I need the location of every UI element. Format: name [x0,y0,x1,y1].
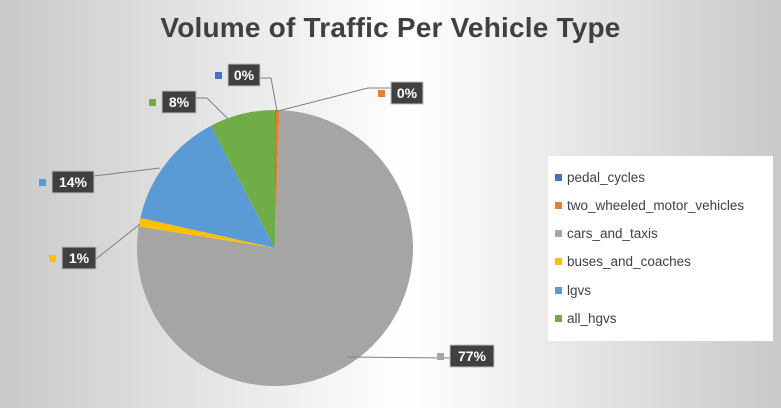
pie-slice-all-hgvs [210,110,275,248]
legend-item-lgvs: lgvs [555,280,591,300]
data-label-swatch-lgvs [39,179,46,186]
chart-title: Volume of Traffic Per Vehicle Type [160,12,621,43]
legend-swatch [555,314,562,322]
legend-item-pedal-cycles: pedal_cycles [555,167,645,187]
data-label-buses-and-coaches: 1% [69,250,90,266]
leader-line-pedal-cycles [260,77,278,112]
data-label-swatch-all-hgvs [149,99,156,106]
legend-swatch [555,229,562,237]
pie-slice-cars-and-taxis [137,110,414,387]
legend-swatch [555,173,562,181]
data-label-all-hgvs: 8% [169,94,190,110]
data-label-swatch-pedal-cycles [215,72,222,79]
data-label-box-two-wheeled-motor-vehicles [390,81,424,105]
legend-label: buses_and_coaches [567,253,691,269]
legend-label: lgvs [567,282,592,298]
data-label-box-lgvs [51,170,95,194]
legend-label: all_hgvs [567,310,617,326]
pie-slice-buses-and-coaches [138,217,275,248]
data-label-pedal-cycles: 0% [234,67,255,83]
data-label-box-buses-and-coaches [61,246,97,270]
legend-swatch [555,201,562,209]
leader-line-all-hgvs [196,97,229,120]
legend-item-two-wheeled-motor-vehicles: two_wheeled_motor_vehicles [555,195,744,215]
data-label-box-pedal-cycles [227,63,261,87]
data-label-two-wheeled-motor-vehicles: 0% [397,85,418,101]
legend-label: cars_and_taxis [567,225,658,241]
pie-slice-lgvs [140,125,275,248]
data-label-lgvs: 14% [59,174,88,190]
data-label-swatch-two-wheeled-motor-vehicles [378,90,385,97]
legend-label: two_wheeled_motor_vehicles [567,197,745,213]
data-label-swatch-buses-and-coaches [49,255,56,262]
leader-line-cars-and-taxis [346,356,451,359]
data-label-box-all-hgvs [161,90,197,114]
legend-swatch [555,286,562,294]
data-label-box-cars-and-taxis [449,344,495,368]
legend-label: pedal_cycles [567,169,646,185]
legend-swatch [555,257,562,265]
pie-slice-two-wheeled-motor-vehicles [275,110,280,248]
data-label-swatch-cars-and-taxis [437,353,444,360]
leader-line-buses-and-coaches [95,223,141,260]
data-label-cars-and-taxis: 77% [458,348,487,364]
legend-item-all-hgvs: all_hgvs [555,308,617,328]
leader-line-lgvs [93,167,161,177]
leader-line-two-wheeled-motor-vehicles [277,87,391,112]
legend-item-buses-and-coaches: buses_and_coaches [555,251,691,271]
pie-slice-pedal-cycles [275,109,276,248]
legend-item-cars-and-taxis: cars_and_taxis [555,223,658,243]
